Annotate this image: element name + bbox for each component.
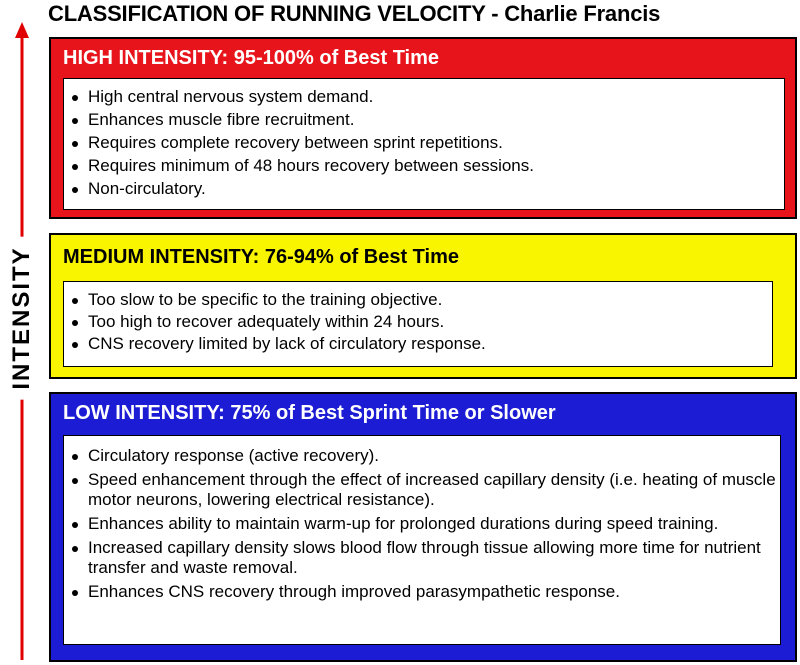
medium-intensity-heading: MEDIUM INTENSITY: 76-94% of Best Time <box>63 246 459 268</box>
list-item: CNS recovery limited by lack of circulat… <box>64 334 772 354</box>
list-item: Enhances CNS recovery through improved p… <box>64 582 780 602</box>
high-intensity-panel: HIGH INTENSITY: 95-100% of Best Time Hig… <box>49 37 797 219</box>
list-item: Requires minimum of 48 hours recovery be… <box>64 156 784 176</box>
list-item: High central nervous system demand. <box>64 87 784 107</box>
list-item: Enhances muscle fibre recruitment. <box>64 110 784 130</box>
low-intensity-box: Circulatory response (active recovery). … <box>63 435 781 645</box>
arrow-up-icon <box>15 22 29 38</box>
axis-label: INTENSITY <box>8 236 36 400</box>
list-item: Non-circulatory. <box>64 179 784 199</box>
low-intensity-panel: LOW INTENSITY: 75% of Best Sprint Time o… <box>49 392 797 662</box>
page-title: CLASSIFICATION OF RUNNING VELOCITY - Cha… <box>48 1 661 26</box>
list-item: Speed enhancement through the effect of … <box>64 470 780 510</box>
list-item: Too slow to be specific to the training … <box>64 290 772 310</box>
list-item: Enhances ability to maintain warm-up for… <box>64 514 780 534</box>
list-item: Circulatory response (active recovery). <box>64 446 780 466</box>
low-intensity-heading: LOW INTENSITY: 75% of Best Sprint Time o… <box>63 402 556 424</box>
list-item: Requires complete recovery between sprin… <box>64 133 784 153</box>
list-item: Too high to recover adequately within 24… <box>64 312 772 332</box>
high-intensity-box: High central nervous system demand. Enha… <box>63 78 785 210</box>
medium-intensity-box: Too slow to be specific to the training … <box>63 281 773 367</box>
medium-intensity-panel: MEDIUM INTENSITY: 76-94% of Best Time To… <box>49 233 797 379</box>
list-item: Increased capillary density slows blood … <box>64 538 780 578</box>
high-intensity-heading: HIGH INTENSITY: 95-100% of Best Time <box>63 47 440 69</box>
